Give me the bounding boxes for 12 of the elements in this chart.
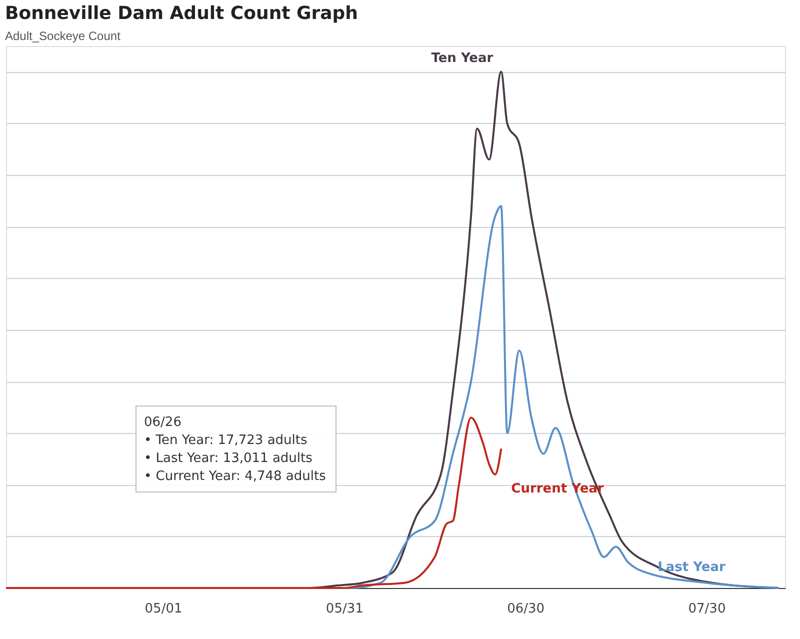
annotation: • Last Year: 13,011 adults [144,451,313,466]
chart-subtitle: Adult_Sockeye Count [5,29,122,43]
annotation: 06/26 [144,415,182,430]
series-label: Ten Year [431,50,494,66]
annotation: • Ten Year: 17,723 adults [144,433,308,448]
x-tick-label: 07/30 [688,602,726,616]
x-tick-label: 06/30 [507,602,545,616]
x-tick-label: 05/31 [326,602,364,616]
chart-title: Bonneville Dam Adult Count Graph [5,3,358,24]
series-label: Last Year [658,560,726,575]
annotation: • Current Year: 4,748 adults [144,469,326,484]
x-tick-label: 05/01 [144,602,182,616]
